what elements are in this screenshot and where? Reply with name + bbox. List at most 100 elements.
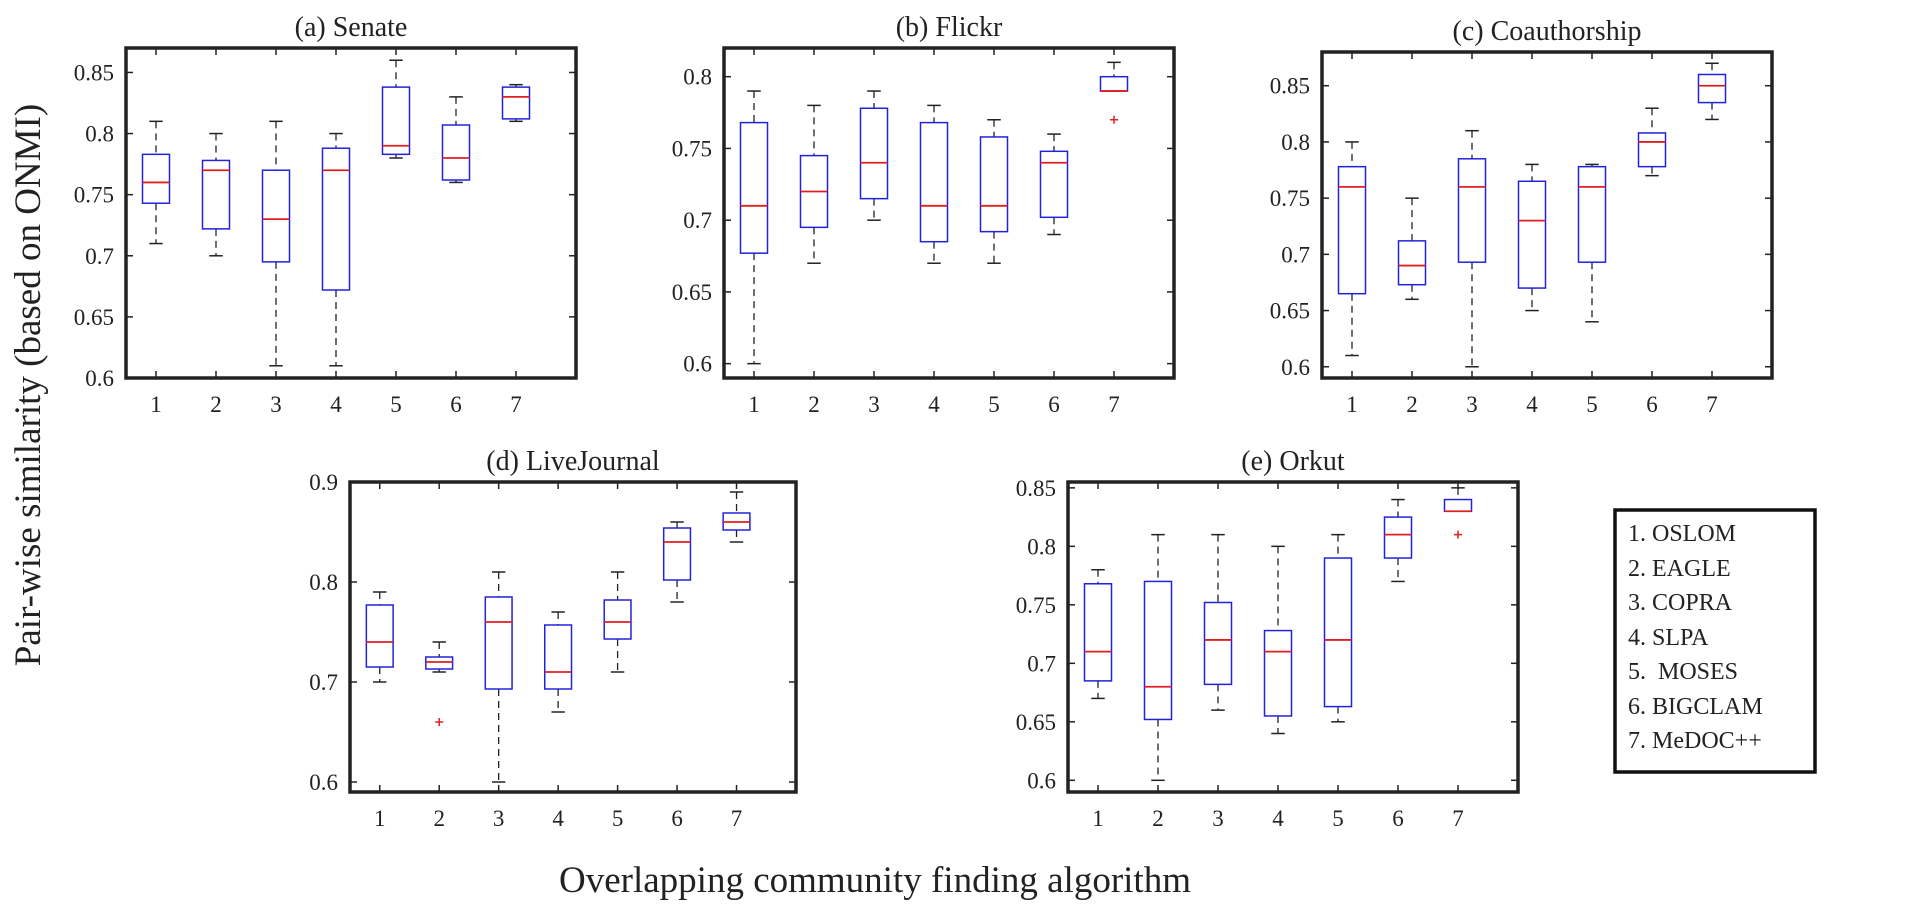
x-tick-label: 3	[493, 806, 505, 831]
x-tick-label: 7	[1108, 392, 1120, 417]
x-tick-label: 1	[150, 392, 162, 417]
outlier-marker	[1110, 115, 1118, 124]
x-tick-label: 7	[1452, 806, 1464, 831]
box-5	[979, 118, 1009, 264]
iqr-box	[365, 604, 394, 668]
iqr-box	[261, 169, 291, 263]
plot-frame	[124, 46, 578, 380]
box-6	[441, 96, 471, 184]
plot-frame	[1320, 50, 1774, 380]
legend-item-5: 5. MOSES	[1628, 659, 1738, 685]
iqr-box	[1397, 240, 1427, 286]
box-2	[799, 104, 829, 264]
legend-item-1: 1. OSLOM	[1628, 521, 1736, 547]
box-6	[1637, 107, 1667, 177]
iqr-box	[1337, 165, 1367, 295]
box-4	[1263, 545, 1293, 735]
x-tick-label: 3	[1212, 806, 1224, 831]
y-tick-label: 0.6	[683, 352, 712, 377]
box-2	[201, 132, 231, 257]
iqr-box	[739, 121, 769, 254]
box-4	[919, 104, 949, 264]
x-tick-label: 6	[450, 392, 462, 417]
y-tick-label: 0.6	[309, 770, 338, 795]
chart-title: (b) Flickr	[896, 12, 1003, 43]
x-axis-title: Overlapping community finding algorithm	[559, 860, 1191, 901]
box-7	[1697, 62, 1727, 121]
y-tick-label: 0.8	[1281, 130, 1310, 155]
box-1	[141, 120, 171, 245]
x-tick-label: 1	[1346, 392, 1358, 417]
iqr-box	[544, 624, 573, 690]
y-tick-label: 0.75	[672, 136, 712, 161]
x-tick-label: 6	[671, 806, 683, 831]
x-tick-label: 3	[270, 392, 282, 417]
chart-panel-1: (a) Senate 0.6 0.65 0.7 0.75 0.8 0.85 1 2 3 4 5 6 7	[74, 12, 578, 417]
iqr-box	[1099, 75, 1129, 92]
plot-frame	[348, 480, 798, 794]
x-tick-label: 3	[1466, 392, 1478, 417]
x-tick-label: 2	[433, 806, 445, 831]
y-tick-label: 0.6	[1281, 355, 1310, 380]
x-tick-label: 6	[1646, 392, 1658, 417]
y-tick-label: 0.75	[1270, 186, 1310, 211]
legend-item-2: 2. EAGLE	[1628, 556, 1731, 582]
box-4	[1517, 163, 1547, 312]
box-6	[1039, 133, 1069, 236]
outlier-marker	[1454, 530, 1462, 539]
chart-panel-2: (b) Flickr 0.6 0.65 0.7 0.75 0.8 1 2 3 4 5 6 7	[672, 12, 1176, 417]
iqr-box	[441, 124, 471, 181]
x-tick-label: 4	[1526, 392, 1538, 417]
legend: 1. OSLOM 2. EAGLE 3. COPRA 4. SLPA 5. MO…	[1613, 508, 1817, 774]
iqr-box	[321, 147, 351, 291]
iqr-box	[1039, 150, 1069, 219]
iqr-box	[662, 527, 692, 581]
y-tick-label: 0.65	[1016, 710, 1056, 735]
y-axis-title: Pair-wise similarity (based on ONMI)	[8, 104, 49, 666]
iqr-box	[1697, 73, 1727, 104]
box-7	[501, 83, 531, 123]
x-tick-label: 7	[510, 392, 522, 417]
iqr-box	[1577, 165, 1607, 263]
x-tick-label: 5	[612, 806, 624, 831]
y-tick-label: 0.8	[683, 65, 712, 90]
y-tick-label: 0.8	[309, 570, 338, 595]
x-tick-label: 5	[988, 392, 1000, 417]
iqr-box	[1383, 516, 1413, 559]
box-3	[484, 571, 513, 783]
y-tick-label: 0.7	[1281, 242, 1310, 267]
iqr-box	[603, 599, 632, 640]
box-2	[1143, 533, 1173, 782]
y-tick-label: 0.7	[85, 244, 114, 269]
iqr-box	[1203, 601, 1233, 686]
iqr-box	[201, 159, 231, 230]
x-tick-label: 2	[210, 392, 222, 417]
x-tick-label: 4	[552, 806, 564, 831]
iqr-box	[141, 153, 171, 204]
legend-item-3: 3. COPRA	[1628, 590, 1733, 616]
box-7	[722, 491, 751, 543]
y-tick-label: 0.65	[1270, 299, 1310, 324]
y-tick-label: 0.7	[683, 208, 712, 233]
x-tick-label: 7	[1706, 392, 1718, 417]
x-tick-label: 7	[731, 806, 743, 831]
y-tick-label: 0.85	[1270, 74, 1310, 99]
y-tick-label: 0.6	[85, 366, 114, 391]
box-6	[662, 521, 692, 603]
y-tick-label: 0.8	[85, 122, 114, 147]
y-tick-label: 0.6	[1027, 768, 1056, 793]
y-tick-label: 0.7	[309, 670, 338, 695]
chart-panel-4: (d) LiveJournal 0.6 0.7 0.8 0.9 1 2 3 4 5 6 7	[309, 446, 798, 831]
outlier-marker	[435, 718, 444, 726]
x-tick-label: 4	[928, 392, 940, 417]
legend-frame	[1613, 508, 1817, 774]
chart-panel-3: (c) Coauthorship 0.6 0.65 0.7 0.75 0.8 0.85 1 2 3…	[1270, 16, 1774, 417]
chart-title: (e) Orkut	[1241, 446, 1345, 477]
plot-frame	[722, 46, 1176, 380]
plot-frame	[1066, 480, 1520, 794]
iqr-box	[1457, 158, 1487, 263]
box-1	[365, 591, 394, 683]
box-3	[261, 120, 291, 367]
